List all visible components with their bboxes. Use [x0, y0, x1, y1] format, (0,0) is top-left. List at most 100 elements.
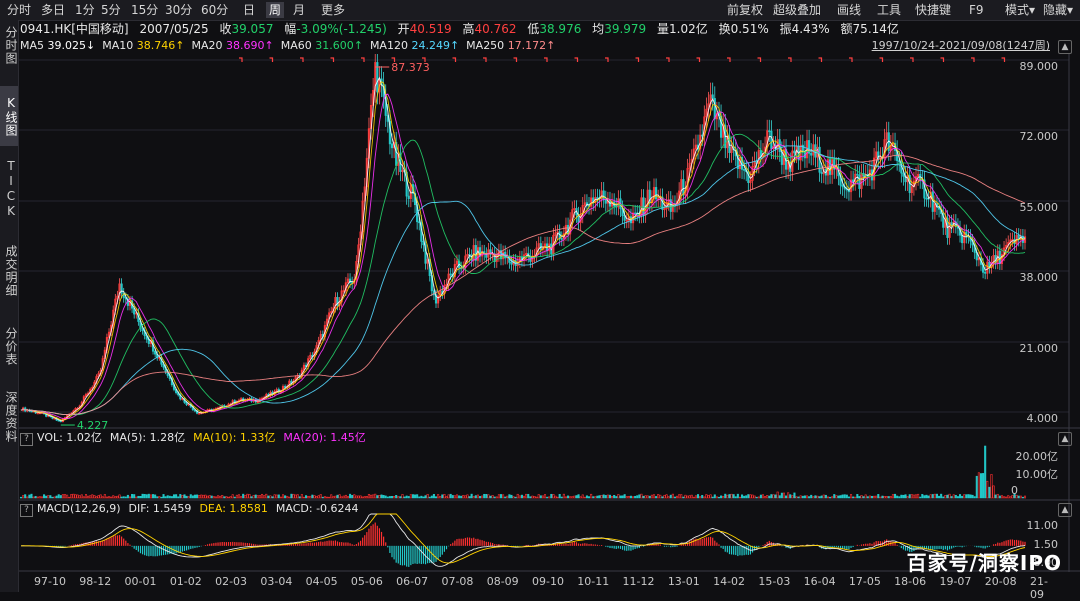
volume-bar: [703, 496, 706, 499]
volume-bar: [198, 495, 201, 499]
volume-bar: [74, 494, 77, 499]
volume-bar: [709, 494, 712, 499]
volume-bar: [745, 495, 748, 499]
volume-bar: [367, 493, 370, 499]
volume-bar: [1000, 495, 1003, 499]
volume-bar: [780, 492, 783, 499]
dividend-mark: [300, 57, 304, 62]
volume-bar: [481, 495, 484, 499]
volume-bar: [307, 495, 310, 499]
volume-bar: [852, 496, 855, 499]
volume-bar: [28, 494, 31, 499]
volume-bar: [395, 495, 398, 499]
sidebar-item-0[interactable]: 分时图: [4, 25, 18, 65]
tab-6[interactable]: 60分: [201, 3, 229, 17]
candle-body: [820, 171, 823, 175]
toolbar-right-5[interactable]: F9: [969, 3, 984, 17]
volume-bar: [105, 496, 108, 499]
sidebar-item-5[interactable]: 深度资料: [4, 391, 18, 443]
volume-bar: [705, 494, 708, 499]
sidebar-item-2[interactable]: TICK: [4, 159, 18, 219]
toolbar-right-1[interactable]: 超级叠加: [773, 3, 822, 17]
ma-value-ma60: 31.600↑: [315, 39, 363, 52]
candle-body: [925, 197, 928, 200]
date-tick-15: 14-02: [713, 575, 746, 588]
amount-value: 75.14亿: [852, 22, 899, 36]
volume-bar: [57, 494, 60, 499]
volume-bar: [229, 496, 232, 499]
volume-bar: [682, 496, 685, 499]
macd-dif-line: [20, 513, 1026, 567]
toolbar-right-3[interactable]: 工具: [877, 3, 902, 17]
date-range-label[interactable]: 1997/10/24-2021/09/08(1247周): [871, 39, 1050, 52]
volume-bar: [998, 495, 1001, 499]
volume-bar: [439, 495, 442, 499]
volume-bar: [376, 495, 379, 499]
tab-1[interactable]: 多日: [41, 3, 66, 17]
volume-bar: [158, 496, 161, 499]
candle-body: [770, 130, 773, 150]
volume-bar: [258, 495, 261, 499]
candle-body: [768, 130, 771, 133]
macd-header-item-0: MACD(12,26,9): [37, 502, 121, 515]
sidebar-item-3[interactable]: 成交明细: [4, 245, 18, 297]
macd-collapse-icon[interactable]: ▲: [1058, 503, 1072, 517]
volume-bar: [613, 494, 616, 499]
volume-bar: [223, 496, 226, 499]
toolbar-right-7[interactable]: 隐藏▾: [1043, 3, 1074, 17]
volume-bar: [424, 495, 427, 499]
volume-bar: [346, 496, 350, 499]
volume-bar: [889, 496, 892, 499]
volume-bar: [434, 496, 438, 499]
volume-bar: [87, 495, 90, 499]
volume-bar: [590, 493, 593, 499]
volume-bar: [55, 495, 58, 499]
volume-bar: [76, 494, 79, 499]
candle-body: [749, 180, 752, 183]
volume-bar: [137, 495, 140, 499]
date-axis: 97-10 98-12 00-01 01-02 02-03 03-04 04-05 05-06…: [20, 572, 1060, 601]
volume-bar: [290, 493, 293, 499]
tab-10[interactable]: 更多: [321, 3, 346, 17]
vol-header-item-0: VOL: 1.02亿: [37, 431, 102, 444]
toolbar-right-2[interactable]: 画线: [837, 3, 862, 17]
tab-4[interactable]: 15分: [131, 3, 159, 17]
volume-bar: [349, 493, 352, 499]
sidebar-item-1[interactable]: K线图: [0, 86, 18, 146]
tab-3[interactable]: 5分: [101, 3, 121, 17]
toolbar-right-4[interactable]: 快捷键: [915, 3, 952, 17]
toolbar-right-0[interactable]: 前复权: [727, 3, 764, 17]
volume-bar: [982, 473, 985, 499]
date-tick-19: 18-06: [894, 575, 927, 588]
volume-bar: [256, 495, 259, 499]
volume-collapse-icon[interactable]: ▲: [1058, 432, 1072, 446]
volume-bar: [808, 496, 811, 499]
expand-up-icon[interactable]: ▲: [1058, 40, 1072, 54]
toolbar-right-6[interactable]: 模式▾: [1005, 3, 1036, 17]
volume-tick-0: 20.00亿: [1015, 450, 1059, 463]
volume-bar: [711, 496, 714, 499]
volume-bar: [636, 495, 639, 499]
volume-bar: [59, 495, 62, 499]
help-icon[interactable]: ?: [20, 433, 33, 446]
tab-2[interactable]: 1分: [75, 3, 95, 17]
volume-bar: [78, 495, 81, 499]
ma-line-4: [20, 145, 1026, 416]
quote-info-row: 0941.HK[中国移动] 2007/05/25 收39.057 幅-3.09%…: [20, 20, 899, 38]
tab-7[interactable]: 日: [243, 3, 256, 17]
sidebar-item-4[interactable]: 分价表: [4, 326, 18, 366]
tab-0[interactable]: 分时: [7, 3, 32, 17]
volume-bar: [925, 494, 928, 499]
volume-bar: [491, 495, 494, 499]
stock-code-name[interactable]: 0941.HK[中国移动]: [20, 22, 129, 36]
volume-bar: [849, 494, 853, 499]
volume-bar: [1005, 496, 1008, 499]
tab-8[interactable]: 周: [266, 2, 285, 18]
tab-9[interactable]: 月: [293, 3, 306, 17]
tab-5[interactable]: 30分: [165, 3, 193, 17]
k-line-chart[interactable]: 87.373 4.227: [19, 54, 1080, 572]
help-icon[interactable]: ?: [20, 504, 33, 517]
volume-bar: [644, 495, 647, 499]
volume-bar: [774, 494, 777, 499]
volume-bar: [103, 494, 106, 499]
